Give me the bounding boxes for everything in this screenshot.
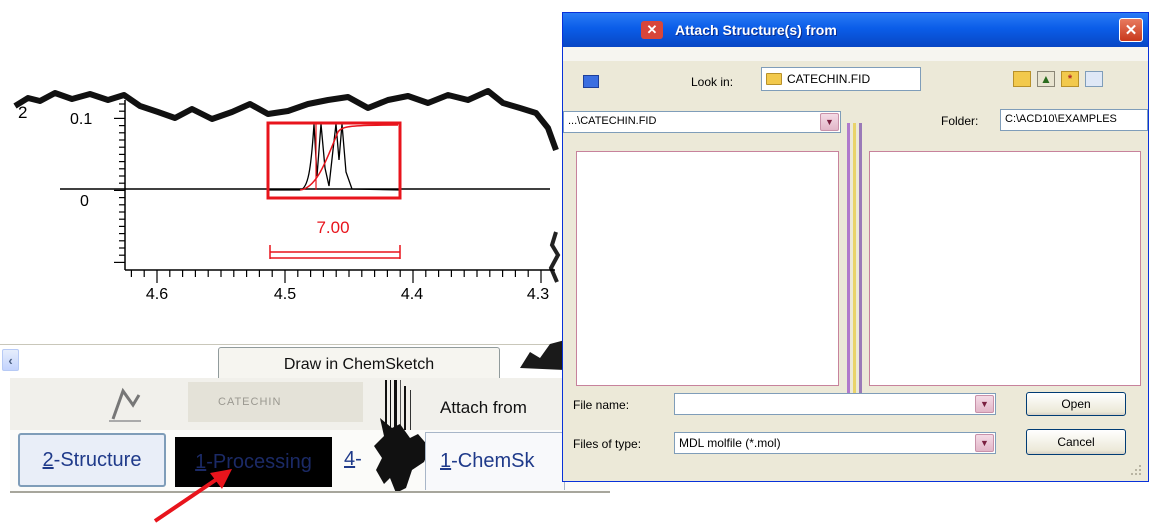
folder-value: C:\ACD10\EXAMPLES xyxy=(1005,113,1117,125)
tab-bar-bottom-border xyxy=(10,491,610,493)
tab-label: -ChemSk xyxy=(451,450,535,472)
torn-edge-right xyxy=(548,231,561,283)
new-folder-icon[interactable]: * xyxy=(1061,71,1079,87)
tab-mnemonic: 1 xyxy=(195,450,207,473)
tab-processing[interactable]: 1 -Processing xyxy=(175,437,332,487)
structure-name: CATECHIN xyxy=(218,396,282,408)
pane-divider xyxy=(847,123,850,393)
chevron-down-icon[interactable]: ▼ xyxy=(975,395,994,413)
folder-label: Folder: xyxy=(941,114,979,128)
view-menu-icon[interactable] xyxy=(1085,71,1103,87)
look-in-value: CATECHIN.FID xyxy=(787,72,871,86)
structure-glyph xyxy=(109,387,141,422)
pane-divider xyxy=(853,123,856,393)
file-list[interactable] xyxy=(869,151,1141,386)
x-tick-label: 4.3 xyxy=(527,286,549,303)
attach-structure-dialog: ✕ Attach Structure(s) from ✕ Look in: CA… xyxy=(562,12,1149,482)
tab-mnemonic: 2 xyxy=(42,448,54,471)
look-in-label: Look in: xyxy=(691,75,734,89)
path-value: ...\CATECHIN.FID xyxy=(568,115,657,127)
close-icon[interactable]: ✕ xyxy=(1119,18,1143,42)
files-of-type-label: Files of type: xyxy=(573,437,642,451)
tab-fourth[interactable]: 4- xyxy=(344,448,362,471)
places-icon[interactable] xyxy=(583,75,599,88)
chevron-down-icon[interactable]: ▼ xyxy=(820,113,839,131)
dialog-app-icon: ✕ xyxy=(641,21,663,39)
red-arrow xyxy=(153,469,232,523)
y-tick-label-0: 0 xyxy=(80,193,89,210)
cancel-button-label: Cancel xyxy=(1057,435,1095,449)
integral-value-label: 7.00 xyxy=(316,218,349,237)
file-name-input[interactable] xyxy=(674,393,996,415)
folder-field[interactable]: C:\ACD10\EXAMPLES xyxy=(1000,109,1148,131)
tab-mnemonic: 4 xyxy=(344,448,356,470)
dialog-title: Attach Structure(s) from xyxy=(675,22,837,38)
y-axis-partial-label: 2 xyxy=(18,103,27,122)
attach-from-label[interactable]: Attach from xyxy=(440,398,527,417)
y-tick-label-0.1: 0.1 xyxy=(70,111,92,128)
scroll-left-icon[interactable]: ‹ xyxy=(2,349,19,371)
look-in-combo[interactable]: CATECHIN.FID xyxy=(761,67,921,91)
up-folder-icon[interactable]: ▲ xyxy=(1037,71,1055,87)
spectrum-peaks xyxy=(268,123,401,191)
render-artifact xyxy=(385,380,411,432)
integral-curve[interactable] xyxy=(299,124,399,191)
tab-draw-in-chemsketch[interactable]: Draw in ChemSketch xyxy=(218,347,500,381)
tab-label: - xyxy=(355,448,362,470)
structure-name-field[interactable]: CATECHIN xyxy=(188,382,363,422)
resize-grip-icon[interactable] xyxy=(1129,463,1143,477)
folder-icon xyxy=(766,73,782,85)
x-tick-label: 4.5 xyxy=(274,286,296,303)
x-tick-label: 4.4 xyxy=(401,286,423,303)
cancel-button[interactable]: Cancel xyxy=(1026,429,1126,455)
open-button-label: Open xyxy=(1061,397,1091,411)
chevron-down-icon[interactable]: ▼ xyxy=(975,434,994,452)
tab-structure[interactable]: 2 -Structure xyxy=(18,433,166,487)
folder-icon[interactable] xyxy=(1013,71,1031,87)
y-axis-ticks xyxy=(114,103,125,263)
pane-divider xyxy=(859,123,862,393)
spectrum-plot: 2 0.1 0 4.6 4.5 4.4 4.3 7.00 xyxy=(13,88,561,303)
file-name-label: File name: xyxy=(573,398,630,412)
x-tick-label: 4.6 xyxy=(146,286,168,303)
torn-edge-blob xyxy=(520,340,565,370)
tab-label: -Structure xyxy=(53,448,142,471)
tab-label: Draw in ChemSketch xyxy=(283,355,435,373)
files-of-type-select[interactable]: MDL molfile (*.mol) xyxy=(674,432,996,454)
torn-edge-blob xyxy=(374,418,430,493)
torn-edge-top xyxy=(13,88,559,152)
open-button[interactable]: Open xyxy=(1026,392,1126,416)
dialog-header-strip xyxy=(563,47,1148,61)
x-axis-ticks xyxy=(130,270,542,283)
path-combo[interactable]: ...\CATECHIN.FID xyxy=(563,111,841,133)
directory-list[interactable] xyxy=(576,151,839,386)
horizontal-scroll-track xyxy=(0,344,560,345)
tab-chemsketch[interactable]: 1 -ChemSk xyxy=(425,432,565,490)
tab-mnemonic: 1 xyxy=(440,450,452,472)
tab-label: -Processing xyxy=(206,450,312,473)
integral-bracket xyxy=(269,245,401,259)
integral-region-box[interactable] xyxy=(266,121,402,200)
files-of-type-value: MDL molfile (*.mol) xyxy=(679,436,781,450)
